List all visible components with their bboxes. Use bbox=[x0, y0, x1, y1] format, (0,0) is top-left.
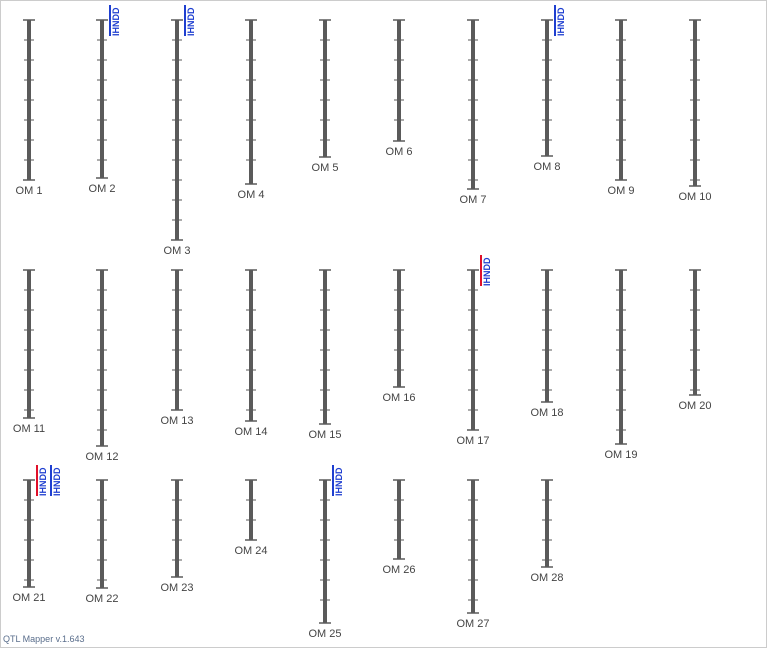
chromosome bbox=[249, 270, 253, 421]
group-label: OM 21 bbox=[12, 592, 45, 604]
group-label: OM 2 bbox=[89, 183, 116, 195]
chromosome bbox=[175, 20, 179, 240]
group-label: OM 19 bbox=[604, 449, 637, 461]
qtl-label: IHNDD bbox=[52, 467, 62, 496]
group-label: OM 10 bbox=[678, 191, 711, 203]
group-label: OM 1 bbox=[16, 185, 43, 197]
chromosome bbox=[545, 20, 549, 156]
chromosome bbox=[323, 480, 327, 623]
chromosome bbox=[100, 270, 104, 446]
group-label: OM 13 bbox=[160, 415, 193, 427]
group-label: OM 12 bbox=[85, 451, 118, 463]
group-label: OM 15 bbox=[308, 429, 341, 441]
group-label: OM 8 bbox=[534, 161, 561, 173]
chromosome bbox=[471, 20, 475, 189]
group-label: OM 23 bbox=[160, 582, 193, 594]
chromosome bbox=[545, 270, 549, 402]
chromosome bbox=[693, 270, 697, 395]
chromosome bbox=[27, 270, 31, 418]
group-label: OM 24 bbox=[234, 545, 267, 557]
group-label: OM 9 bbox=[608, 185, 635, 197]
chromosome bbox=[249, 480, 253, 540]
group-label: OM 17 bbox=[456, 435, 489, 447]
footer: QTL Mapper v.1.643 bbox=[3, 634, 85, 644]
chromosome bbox=[323, 270, 327, 424]
chromosome bbox=[27, 480, 31, 587]
chromosome bbox=[619, 270, 623, 444]
chromosome bbox=[175, 270, 179, 410]
qtl-label: IHNDD bbox=[556, 7, 566, 36]
group-label: OM 14 bbox=[234, 426, 267, 438]
group-label: OM 25 bbox=[308, 628, 341, 640]
chromosome bbox=[100, 480, 104, 588]
chromosome bbox=[397, 270, 401, 387]
group-label: OM 5 bbox=[312, 162, 339, 174]
group-label: OM 26 bbox=[382, 564, 415, 576]
qtl-label: IHNDD bbox=[334, 467, 344, 496]
group-label: OM 11 bbox=[13, 423, 45, 435]
group-label: OM 6 bbox=[386, 146, 413, 158]
group-label: OM 3 bbox=[164, 245, 191, 257]
chromosome bbox=[249, 20, 253, 184]
group-label: OM 16 bbox=[382, 392, 415, 404]
group-label: OM 27 bbox=[456, 618, 489, 630]
group-label: OM 7 bbox=[460, 194, 487, 206]
chromosome bbox=[100, 20, 104, 178]
qtl-label: IHNDD bbox=[186, 7, 196, 36]
group-label: OM 22 bbox=[85, 593, 118, 605]
chromosome bbox=[323, 20, 327, 157]
group-label: OM 28 bbox=[530, 572, 563, 584]
qtl-label: IHNDD bbox=[482, 257, 492, 286]
chromosome bbox=[471, 480, 475, 613]
qtl-label: IHNDD bbox=[111, 7, 121, 36]
group-label: OM 18 bbox=[530, 407, 563, 419]
chromosome bbox=[545, 480, 549, 567]
chromosome bbox=[693, 20, 697, 186]
group-label: OM 20 bbox=[678, 400, 711, 412]
chromosome bbox=[175, 480, 179, 577]
group-label: OM 4 bbox=[238, 189, 265, 201]
qtl-label: IHNDD bbox=[38, 467, 48, 496]
